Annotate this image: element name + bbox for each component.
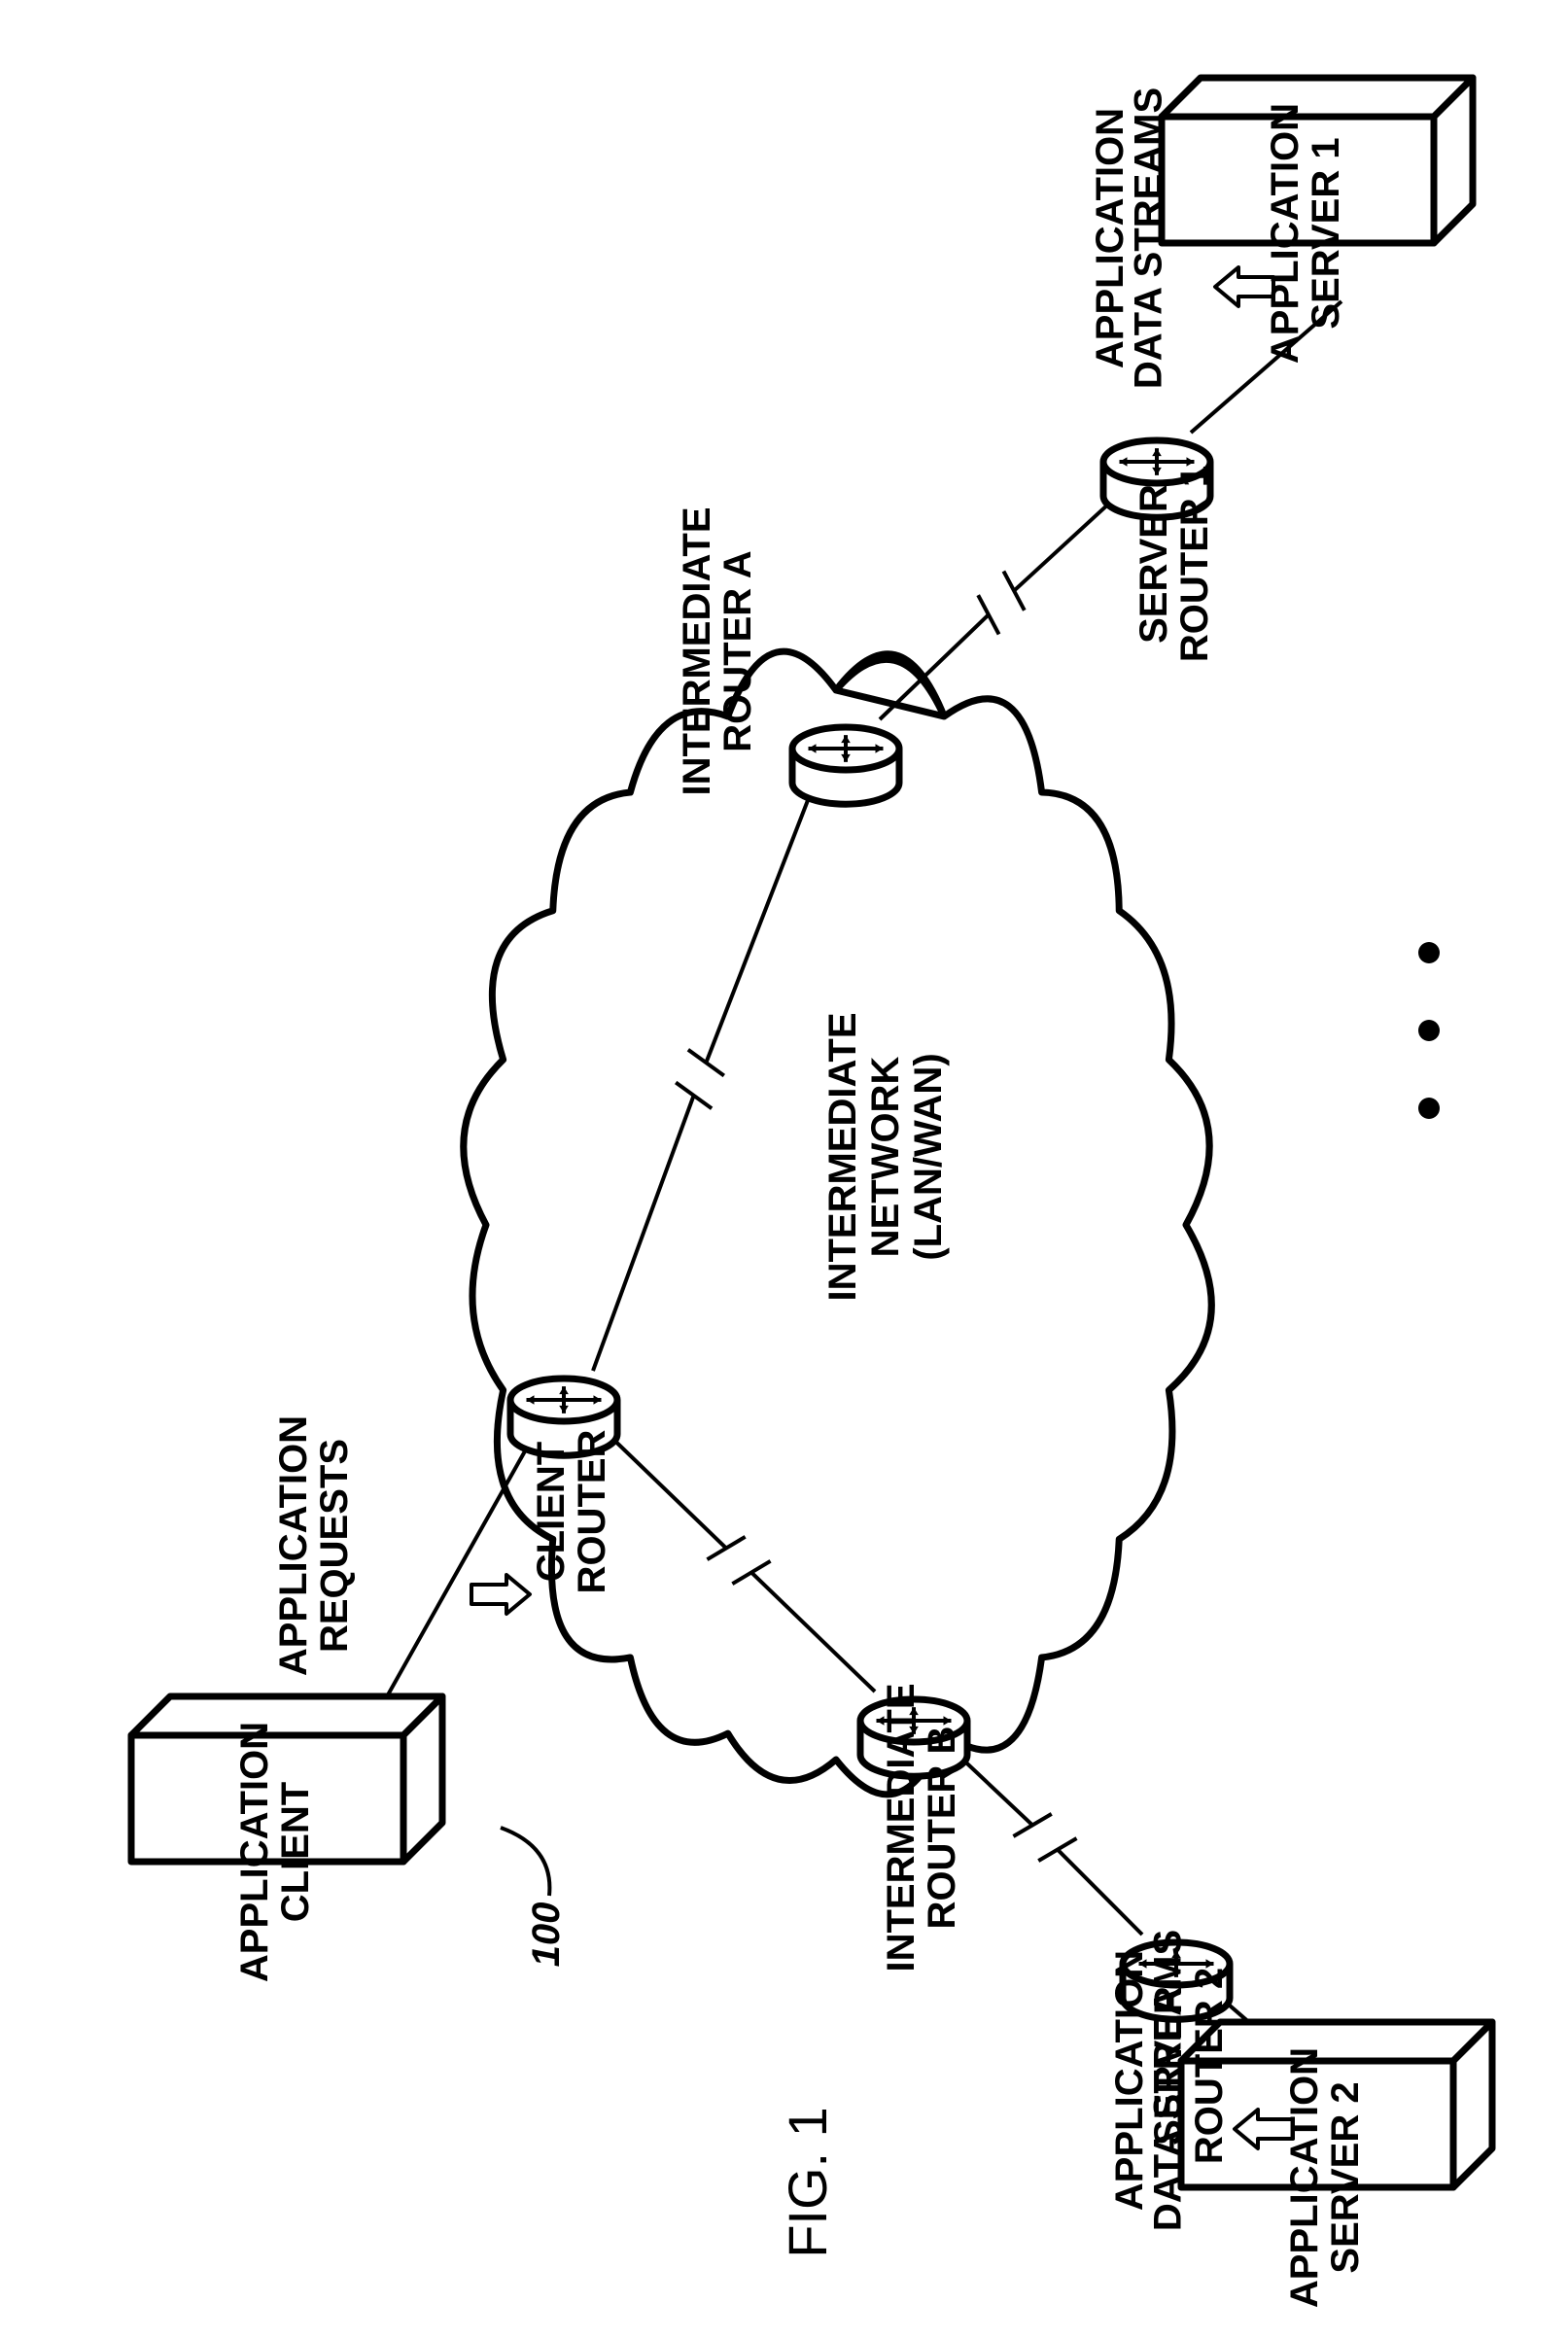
app-server-2-label: APPLICATIONSERVER 2 [1283, 2047, 1367, 2308]
intermediate-router-a-label: INTERMEDIATEROUTER A [676, 506, 759, 795]
svg-text:ROUTER A: ROUTER A [716, 550, 759, 751]
svg-text:ROUTER 1: ROUTER 1 [1173, 466, 1216, 662]
svg-text:(LAN/WAN): (LAN/WAN) [907, 1053, 950, 1260]
svg-text:INTERMEDIATE: INTERMEDIATE [880, 1683, 923, 1972]
svg-text:DATA STREAMS: DATA STREAMS [1128, 87, 1170, 389]
svg-text:NETWORK: NETWORK [864, 1057, 907, 1258]
svg-text:APPLICATION: APPLICATION [272, 1415, 315, 1676]
svg-text:DATA STREAMS: DATA STREAMS [1147, 1930, 1190, 2231]
svg-text:ROUTER: ROUTER [571, 1429, 613, 1593]
figure-label: FIG. 1 [777, 2107, 838, 2258]
diagram-canvas: APPLICATIONCLIENTAPPLICATIONREQUESTSCLIE… [0, 0, 1568, 2338]
edge [593, 778, 817, 1371]
svg-text:CLIENT: CLIENT [530, 1442, 573, 1582]
client-router-label: CLIENTROUTER [530, 1429, 613, 1593]
app-streams-2-label: APPLICATIONDATA STREAMS [1108, 1930, 1190, 2231]
svg-text:SERVER 1: SERVER 1 [1305, 137, 1347, 329]
edge [880, 491, 1123, 719]
nodes [131, 78, 1492, 2187]
requests-arrow-icon [471, 1575, 530, 1614]
intermediate-router-b-label: INTERMEDIATEROUTER B [880, 1683, 963, 1972]
svg-text:APPLICATION: APPLICATION [1108, 1950, 1151, 2211]
ellipsis-dots [1418, 942, 1440, 1119]
svg-text:ROUTER B: ROUTER B [921, 1727, 963, 1930]
ellipsis-dot [1418, 1098, 1440, 1119]
svg-text:INTERMEDIATE: INTERMEDIATE [821, 1012, 864, 1301]
edge [603, 1429, 875, 1692]
svg-text:SERVER 2: SERVER 2 [1324, 2081, 1367, 2273]
svg-text:APPLICATION: APPLICATION [1089, 108, 1132, 368]
app-server-1-label: APPLICATIONSERVER 1 [1264, 103, 1347, 364]
svg-text:REQUESTS: REQUESTS [313, 1439, 356, 1653]
ellipsis-dot [1418, 1020, 1440, 1041]
ellipsis-dot [1418, 942, 1440, 963]
intermediate-router-a-icon [792, 727, 899, 804]
svg-text:FIG. 1: FIG. 1 [777, 2107, 838, 2258]
svg-text:CLIENT: CLIENT [274, 1782, 317, 1922]
svg-text:APPLICATION: APPLICATION [1283, 2047, 1326, 2308]
svg-text:INTERMEDIATE: INTERMEDIATE [676, 506, 718, 795]
app-streams-1-label: APPLICATIONDATA STREAMS [1089, 87, 1170, 389]
app-requests-label: APPLICATIONREQUESTS [272, 1415, 356, 1676]
svg-text:ROUTER 2: ROUTER 2 [1188, 1968, 1231, 2164]
ref-number: 100 [501, 1828, 568, 1967]
svg-text:100: 100 [525, 1902, 568, 1968]
edge [953, 1750, 1142, 1935]
server-router-1-label: SERVERROUTER 1 [1132, 466, 1216, 662]
svg-text:APPLICATION: APPLICATION [233, 1722, 276, 1982]
svg-text:APPLICATION: APPLICATION [1264, 103, 1307, 364]
intermediate-network-label: INTERMEDIATENETWORK(LAN/WAN) [821, 1012, 950, 1301]
svg-text:SERVER: SERVER [1132, 484, 1175, 644]
